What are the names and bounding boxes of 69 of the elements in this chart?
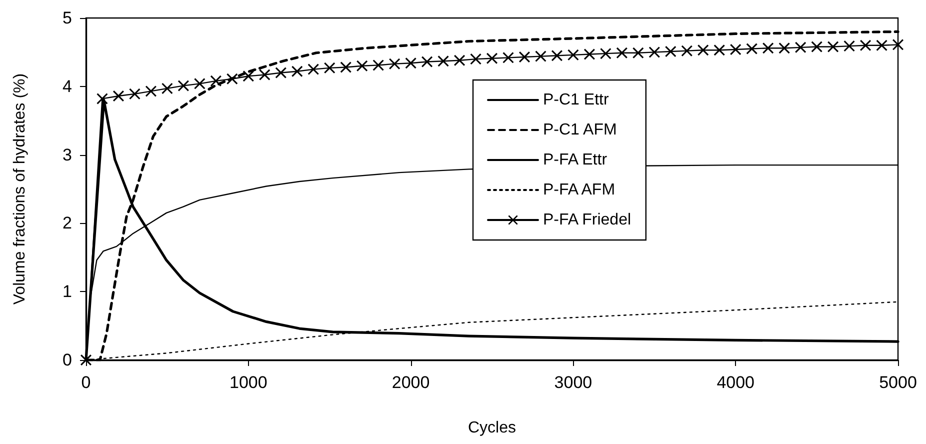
point bbox=[275, 67, 286, 78]
point bbox=[242, 70, 254, 82]
point bbox=[778, 42, 790, 54]
point bbox=[112, 90, 124, 102]
point bbox=[551, 50, 562, 62]
legend-label: P-C1 Ettr bbox=[543, 92, 610, 108]
point bbox=[665, 46, 676, 58]
point bbox=[648, 46, 660, 58]
point bbox=[730, 44, 742, 55]
point bbox=[178, 80, 189, 92]
point bbox=[502, 52, 514, 64]
y-tick-label: 0 bbox=[62, 350, 72, 370]
x-tick-label: 5000 bbox=[879, 373, 917, 392]
y-axis-title: Volume fractions of hydrates (%) bbox=[12, 73, 28, 305]
x-tick-label: 2000 bbox=[392, 373, 430, 392]
point bbox=[405, 58, 416, 69]
point bbox=[616, 47, 628, 58]
x-axis-title: Cycles bbox=[468, 420, 516, 436]
x-tick-label: 1000 bbox=[229, 373, 268, 392]
point bbox=[356, 60, 368, 72]
point bbox=[324, 62, 336, 74]
point bbox=[470, 54, 482, 65]
y-tick-label: 2 bbox=[62, 214, 72, 233]
legend-label: P-C1 AFM bbox=[543, 122, 617, 138]
point bbox=[892, 39, 904, 50]
point bbox=[795, 42, 806, 53]
point bbox=[129, 88, 140, 100]
y-tick-label: 5 bbox=[62, 8, 72, 28]
x-tick-label: 4000 bbox=[716, 373, 755, 392]
point bbox=[714, 44, 725, 56]
point bbox=[259, 69, 270, 80]
point bbox=[340, 62, 352, 73]
point bbox=[828, 41, 839, 52]
point bbox=[292, 66, 303, 77]
point bbox=[162, 82, 173, 94]
point bbox=[600, 48, 612, 60]
point bbox=[811, 41, 822, 52]
point bbox=[422, 56, 433, 68]
point bbox=[762, 42, 774, 54]
point bbox=[145, 86, 156, 97]
point bbox=[568, 49, 579, 60]
y-tick-label: 1 bbox=[62, 282, 72, 302]
point bbox=[486, 52, 498, 64]
point bbox=[860, 40, 872, 51]
y-tick-label: 4 bbox=[62, 76, 72, 96]
point bbox=[308, 64, 319, 75]
point bbox=[438, 56, 449, 67]
point bbox=[518, 51, 530, 62]
point bbox=[372, 60, 384, 71]
point bbox=[454, 54, 466, 66]
x-tick-label: 0 bbox=[81, 373, 91, 392]
point bbox=[681, 45, 692, 56]
point bbox=[96, 93, 108, 104]
point bbox=[194, 78, 206, 90]
y-tick-label: 3 bbox=[62, 145, 72, 164]
point bbox=[535, 50, 546, 62]
point bbox=[632, 47, 644, 58]
x-tick-label: 3000 bbox=[554, 373, 592, 392]
legend-label: P-FA Friedel bbox=[543, 212, 632, 228]
point bbox=[226, 73, 238, 84]
point bbox=[210, 75, 222, 86]
point bbox=[876, 40, 888, 51]
legend-label: P-FA Ettr bbox=[543, 152, 608, 168]
point bbox=[389, 58, 400, 70]
point bbox=[844, 40, 855, 52]
point bbox=[584, 48, 595, 60]
point bbox=[698, 44, 709, 56]
legend-label: P-FA AFM bbox=[543, 182, 616, 198]
point bbox=[746, 43, 758, 54]
